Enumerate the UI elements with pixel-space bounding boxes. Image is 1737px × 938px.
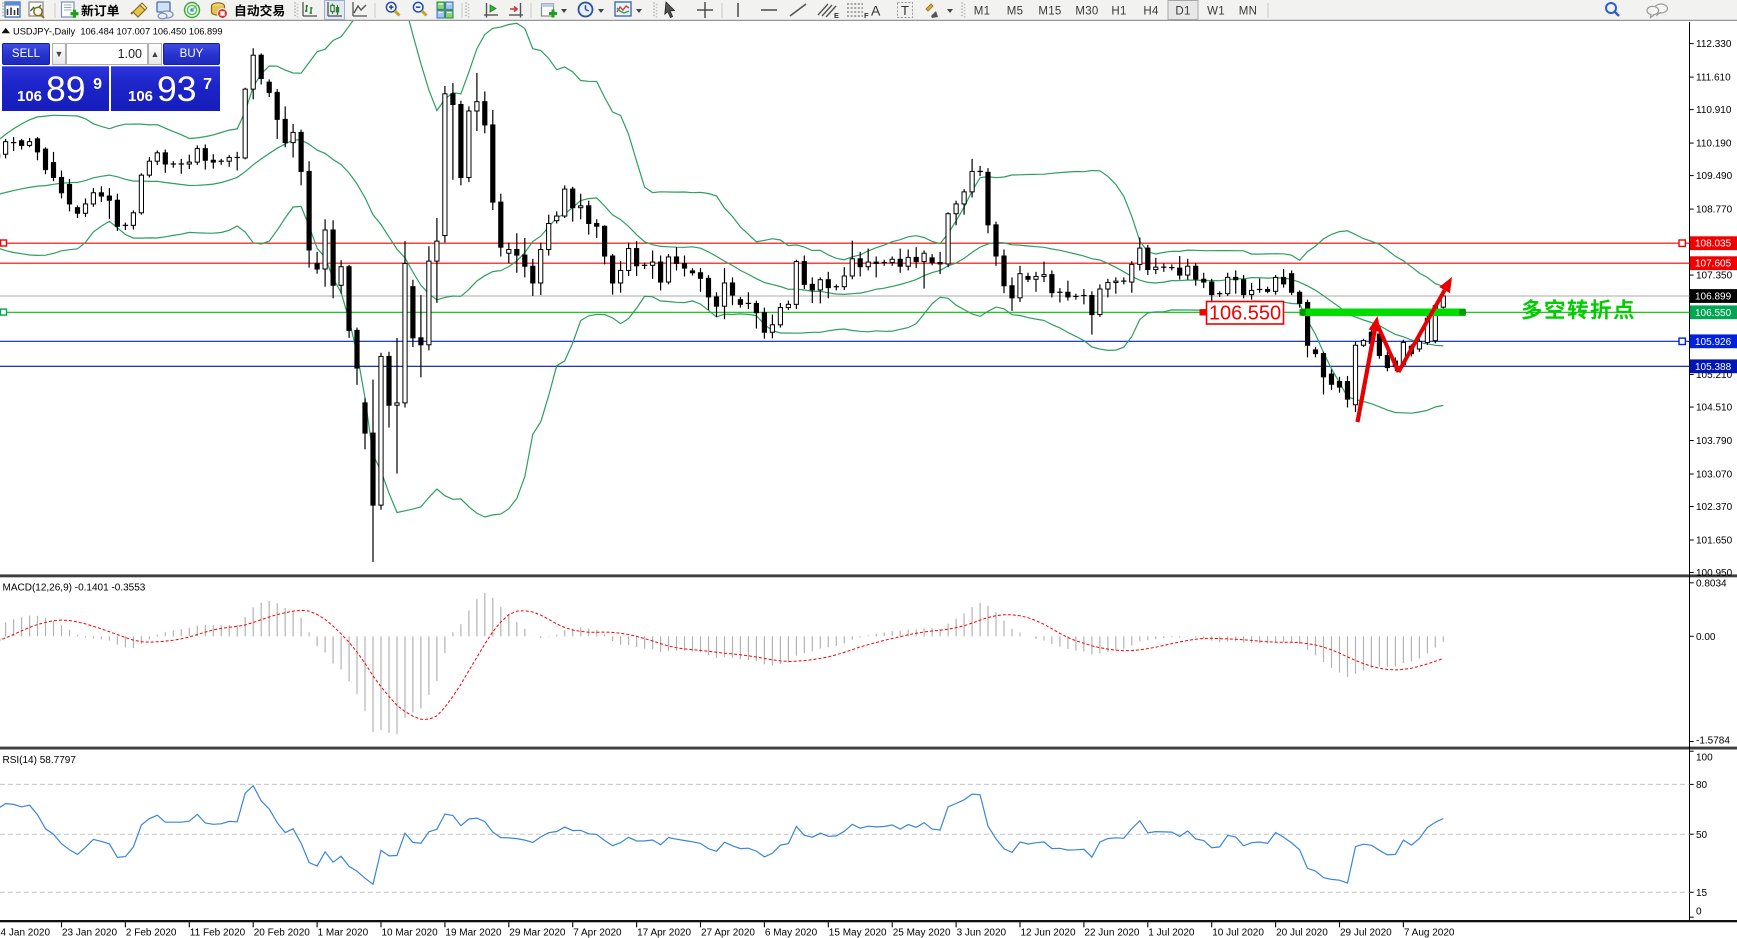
svg-text:50: 50: [1696, 830, 1708, 841]
svg-text:1 Jul 2020: 1 Jul 2020: [1148, 928, 1195, 938]
svg-text:10 Mar 2020: 10 Mar 2020: [382, 928, 439, 938]
svg-text:MN: MN: [1239, 6, 1258, 18]
svg-text:103.790: 103.790: [1696, 436, 1733, 447]
svg-text:104.510: 104.510: [1696, 403, 1733, 414]
svg-text:110.190: 110.190: [1696, 139, 1732, 150]
svg-text:29 Mar 2020: 29 Mar 2020: [509, 928, 566, 938]
svg-text:25 May 2020: 25 May 2020: [893, 928, 951, 938]
svg-text:19 Mar 2020: 19 Mar 2020: [445, 928, 502, 938]
svg-text:0: 0: [1696, 907, 1702, 918]
svg-text:106.550: 106.550: [1695, 308, 1732, 319]
svg-text:E: E: [834, 11, 839, 20]
svg-text:107.605: 107.605: [1695, 259, 1732, 270]
svg-text:M5: M5: [1007, 6, 1024, 18]
svg-text:USDJPY-,Daily 106.484 107.007: USDJPY-,Daily 106.484 107.007 106.450 10…: [13, 26, 223, 36]
svg-text:15: 15: [1696, 888, 1708, 899]
svg-text:105.388: 105.388: [1695, 362, 1732, 373]
svg-text:22 Jun 2020: 22 Jun 2020: [1084, 928, 1139, 938]
svg-text:105.926: 105.926: [1695, 337, 1732, 348]
svg-text:100: 100: [1696, 753, 1713, 764]
svg-text:3 Jun 2020: 3 Jun 2020: [957, 928, 1007, 938]
svg-text:105.210: 105.210: [1696, 370, 1733, 381]
svg-text:7 Aug 2020: 7 Aug 2020: [1404, 928, 1455, 938]
svg-text:108.035: 108.035: [1695, 239, 1732, 250]
svg-text:14 Jan 2020: 14 Jan 2020: [0, 928, 50, 938]
svg-text:23 Jan 2020: 23 Jan 2020: [62, 928, 117, 938]
svg-text:M30: M30: [1075, 6, 1098, 18]
svg-text:15 May 2020: 15 May 2020: [829, 928, 887, 938]
svg-text:6 May 2020: 6 May 2020: [765, 928, 818, 938]
svg-text:12 Jun 2020: 12 Jun 2020: [1021, 928, 1076, 938]
svg-text:1 Mar 2020: 1 Mar 2020: [318, 928, 369, 938]
svg-text:106.899: 106.899: [1695, 292, 1732, 303]
svg-text:T: T: [901, 3, 909, 18]
svg-text:112.330: 112.330: [1696, 39, 1732, 50]
svg-text:100.950: 100.950: [1696, 568, 1733, 579]
svg-text:108.770: 108.770: [1696, 205, 1733, 216]
svg-text:103.070: 103.070: [1696, 470, 1733, 481]
svg-text:A: A: [871, 3, 881, 19]
svg-text:101.650: 101.650: [1696, 536, 1733, 547]
svg-text:20 Feb 2020: 20 Feb 2020: [254, 928, 311, 938]
svg-text:106.550: 106.550: [1209, 303, 1281, 325]
svg-text:RSI(14) 58.7797: RSI(14) 58.7797: [3, 755, 77, 766]
svg-text:107.350: 107.350: [1696, 271, 1733, 282]
svg-text:80: 80: [1696, 780, 1708, 791]
svg-text:W1: W1: [1207, 6, 1225, 18]
svg-text:D1: D1: [1175, 6, 1190, 18]
svg-text:H1: H1: [1111, 6, 1126, 18]
svg-text:29 Jul 2020: 29 Jul 2020: [1340, 928, 1392, 938]
svg-text:109.490: 109.490: [1696, 171, 1733, 182]
svg-text:110.910: 110.910: [1696, 105, 1732, 116]
svg-text:H4: H4: [1143, 6, 1159, 18]
svg-text:0.00: 0.00: [1696, 632, 1716, 643]
svg-text:MACD(12,26,9) -0.1401 -0.3553: MACD(12,26,9) -0.1401 -0.3553: [3, 583, 146, 594]
svg-text:111.610: 111.610: [1696, 73, 1731, 84]
svg-text:0.8034: 0.8034: [1696, 579, 1727, 590]
svg-text:2 Feb 2020: 2 Feb 2020: [126, 928, 177, 938]
svg-text:M15: M15: [1038, 6, 1061, 18]
svg-text:20 Jul 2020: 20 Jul 2020: [1276, 928, 1328, 938]
svg-text:17 Apr 2020: 17 Apr 2020: [637, 928, 691, 938]
svg-text:27 Apr 2020: 27 Apr 2020: [701, 928, 755, 938]
svg-text:7 Apr 2020: 7 Apr 2020: [573, 928, 622, 938]
svg-text:10 Jul 2020: 10 Jul 2020: [1212, 928, 1264, 938]
svg-text:102.370: 102.370: [1696, 502, 1733, 513]
svg-text:M1: M1: [974, 6, 991, 18]
svg-text:-1.5784: -1.5784: [1696, 736, 1730, 747]
svg-text:F: F: [864, 11, 869, 20]
svg-text:11 Feb 2020: 11 Feb 2020: [190, 928, 246, 938]
